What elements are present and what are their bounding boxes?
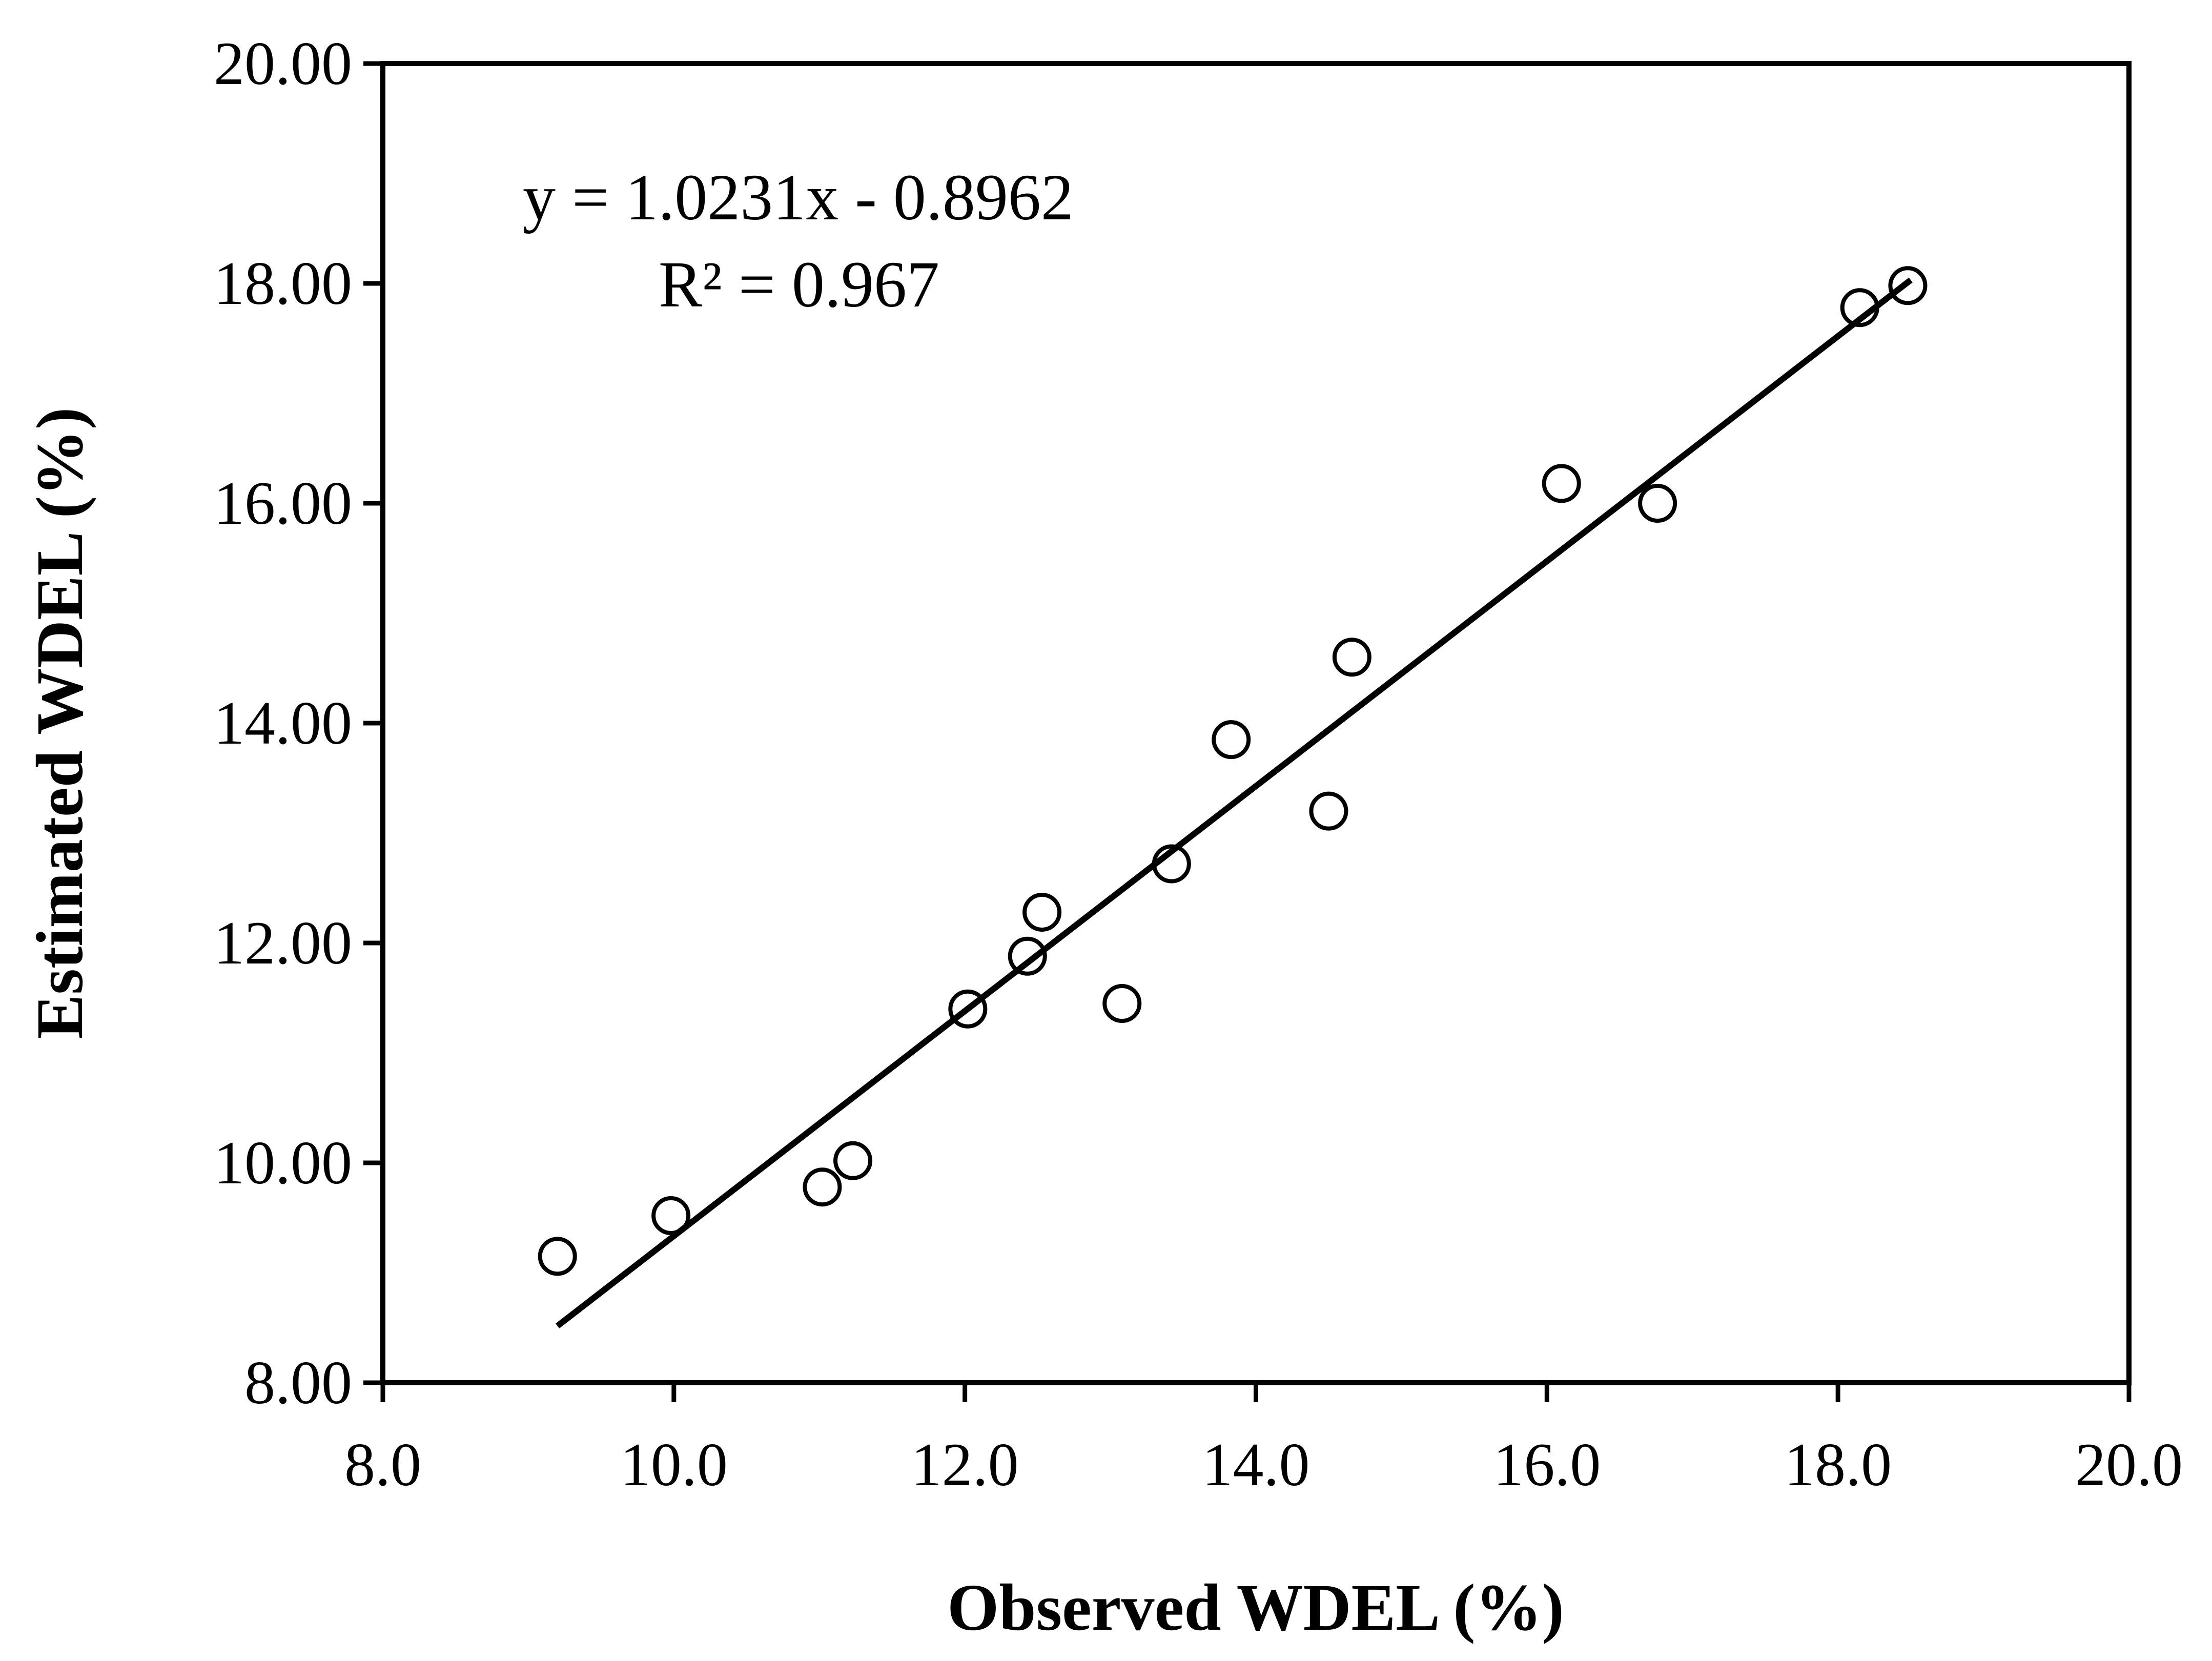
data-point	[1022, 892, 1062, 932]
x-tick-label: 14.0	[1202, 1430, 1310, 1499]
x-tick-label: 12.0	[911, 1430, 1019, 1499]
x-tick-label: 20.0	[2075, 1430, 2183, 1499]
tick-labels: 8.00 10.00 12.00 14.00 16.00 18.00 20.00 8.0 10.…	[214, 29, 2183, 1499]
data-point	[1152, 844, 1191, 884]
plot-area-frame	[380, 61, 2132, 1385]
x-tick-label: 10.0	[620, 1430, 728, 1499]
x-tick-label: 18.0	[1784, 1430, 1892, 1499]
data-point	[1840, 288, 1879, 327]
data-point	[1542, 464, 1581, 503]
trendline-layer	[556, 277, 1913, 1328]
x-tick-label: 16.0	[1493, 1430, 1601, 1499]
data-point	[1332, 638, 1371, 677]
axis-ticks	[363, 61, 2132, 1402]
data-point	[803, 1167, 842, 1207]
y-tick-label: 18.00	[214, 249, 352, 317]
data-point	[538, 1237, 577, 1276]
data-point	[1212, 720, 1251, 760]
trendline	[556, 277, 1913, 1328]
data-point	[1102, 983, 1142, 1023]
r-squared-label: R² = 0.967	[659, 248, 939, 321]
data-point	[1008, 936, 1047, 976]
y-tick-label: 14.00	[214, 689, 352, 757]
y-tick-label: 10.00	[214, 1129, 352, 1197]
data-point	[948, 989, 988, 1029]
data-point	[1888, 266, 1928, 305]
data-point	[1638, 484, 1677, 523]
trendline-equation: y = 1.0231x - 0.8962	[523, 161, 1074, 234]
data-point	[1309, 791, 1348, 831]
y-tick-label: 8.00	[244, 1348, 352, 1417]
y-axis-title: Estimated WDEL (%)	[23, 407, 97, 1039]
y-tick-label: 16.00	[214, 469, 352, 537]
y-tick-label: 20.00	[214, 29, 352, 97]
y-tick-label: 12.00	[214, 909, 352, 977]
x-axis-title: Observed WDEL (%)	[947, 1571, 1564, 1645]
data-point	[833, 1141, 873, 1180]
x-tick-label: 8.0	[344, 1430, 421, 1499]
data-points	[538, 266, 1928, 1276]
data-point	[651, 1196, 691, 1235]
